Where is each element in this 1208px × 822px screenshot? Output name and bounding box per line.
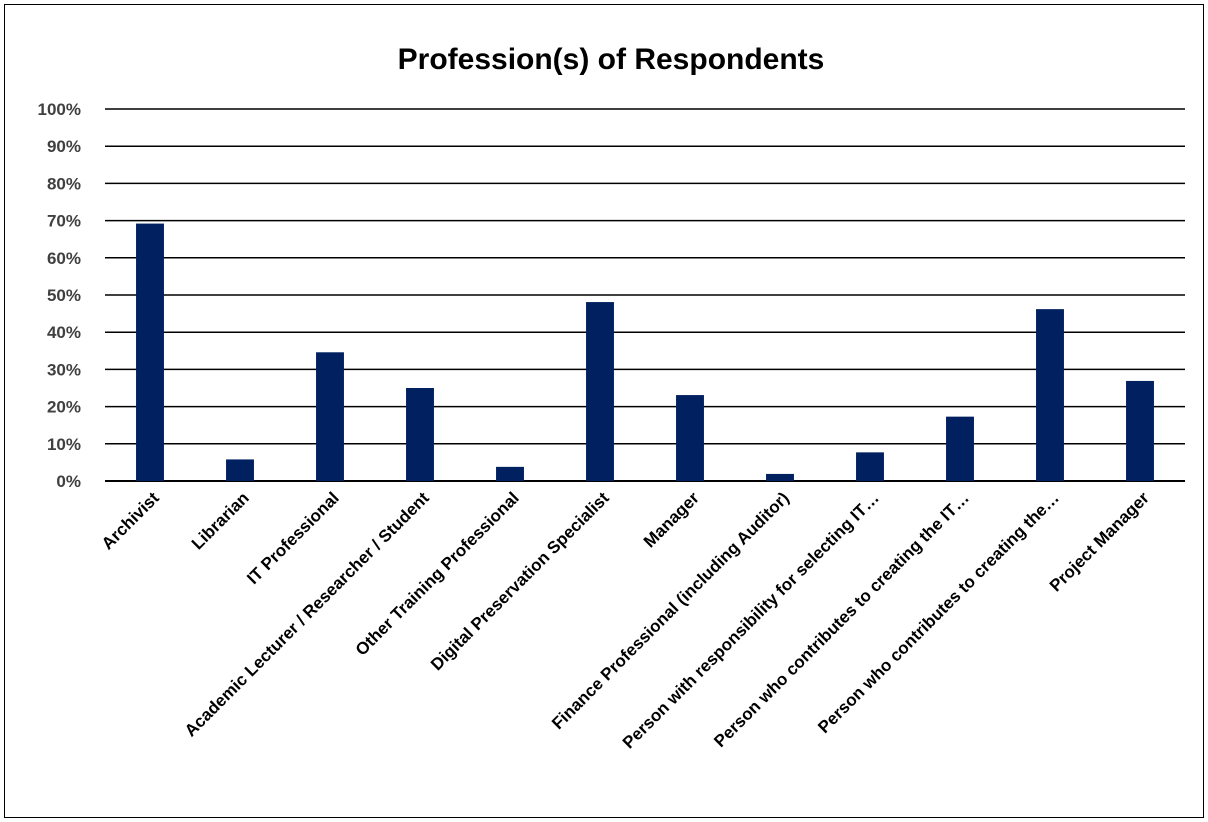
bar [1126, 380, 1154, 481]
x-category-label: Other Training Professional [352, 488, 523, 659]
x-category-label: Digital Preservation Specialist [427, 488, 613, 674]
y-tick-label: 40% [47, 323, 81, 342]
gridlines [105, 108, 1185, 482]
bar [1036, 309, 1064, 481]
bar [406, 388, 434, 481]
x-category-label: Archivist [98, 488, 163, 553]
y-tick-label: 80% [47, 174, 81, 193]
y-axis-ticks: 0% 10% 20% 30% 40% 50% 60% 70% 80% 90% 100% [38, 100, 81, 491]
y-tick-label: 20% [47, 398, 81, 417]
bar [586, 302, 614, 481]
x-category-label: Librarian [188, 488, 253, 553]
y-tick-label: 50% [47, 286, 81, 305]
chart-frame: Profession(s) of Respondents 0% 10% 20% 30%… [4, 4, 1204, 818]
y-tick-label: 60% [47, 249, 81, 268]
bar [856, 452, 884, 481]
y-tick-label: 10% [47, 435, 81, 454]
bar [316, 352, 344, 481]
bar [946, 416, 974, 481]
x-category-label: Project Manager [1046, 488, 1153, 595]
bar [676, 395, 704, 481]
chart-title: Profession(s) of Respondents [398, 43, 825, 76]
bar [136, 223, 164, 482]
y-tick-label: 70% [47, 212, 81, 231]
y-tick-label: 30% [47, 360, 81, 379]
bar-chart: Profession(s) of Respondents 0% 10% 20% 30%… [38, 43, 1185, 752]
x-category-label: IT Professional [243, 488, 343, 588]
x-category-label: Manager [640, 488, 703, 551]
bar [496, 466, 524, 481]
y-tick-label: 90% [47, 137, 81, 156]
bar [226, 459, 254, 481]
bars [136, 223, 1154, 482]
bar [766, 473, 794, 481]
y-tick-label: 100% [38, 100, 81, 119]
y-tick-label: 0% [56, 472, 81, 491]
